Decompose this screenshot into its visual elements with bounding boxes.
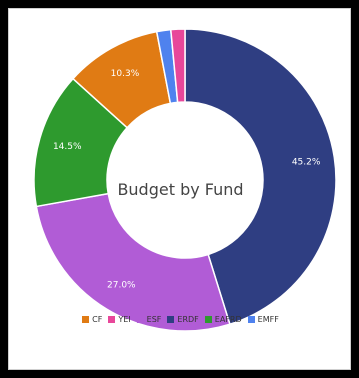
legend-label-esf: ESF (146, 315, 162, 324)
legend-label-erdf: ERDF (177, 315, 199, 324)
legend-item-esf[interactable]: ESF (136, 315, 162, 324)
legend-item-emff[interactable]: EMFF (247, 315, 279, 324)
legend-item-yei[interactable]: YEI (108, 315, 131, 324)
donut-chart: 45.2% 27.0% 14.5% 10.3% (33, 28, 337, 332)
slice-label-esf: 27.0% (107, 281, 136, 291)
slice-label-eafrd: 14.5% (53, 142, 82, 152)
chart-title: Budget by Fund (117, 180, 244, 199)
legend-label-cf: CF (92, 315, 103, 324)
legend-swatch-esf (136, 316, 144, 323)
legend-swatch-emff (247, 316, 255, 323)
chart-panel: 45.2% 27.0% 14.5% 10.3% Budget by Fund CF Y… (8, 8, 351, 370)
slice-esf[interactable] (35, 192, 231, 332)
legend-label-yei: YEI (118, 315, 131, 324)
legend-item-eafrd[interactable]: EAFRD (204, 315, 242, 324)
legend-item-cf[interactable]: CF (82, 315, 102, 324)
legend-swatch-yei (108, 316, 116, 323)
slice-erdf[interactable] (184, 28, 337, 326)
legend-item-erdf[interactable]: ERDF (167, 315, 199, 324)
chart-legend: CF YEI ESF ERDF EAFRD EMFF (9, 315, 352, 324)
slice-label-cf: 10.3% (111, 69, 140, 79)
legend-swatch-erdf (167, 316, 175, 323)
legend-label-emff: EMFF (257, 315, 279, 324)
legend-swatch-eafrd (204, 316, 212, 323)
legend-label-eafrd: EAFRD (214, 315, 242, 324)
slice-label-erdf: 45.2% (292, 158, 321, 168)
slice-yei[interactable] (169, 28, 186, 104)
legend-swatch-cf (82, 316, 90, 323)
